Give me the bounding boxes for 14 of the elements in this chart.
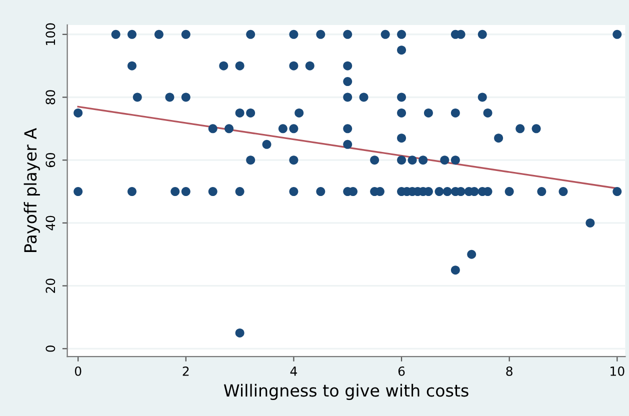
x-tick-label: 6 bbox=[398, 366, 405, 376]
x-tick-label: 0 bbox=[74, 366, 82, 376]
x-axis-title: Willingness to give with costs bbox=[224, 384, 468, 400]
x-tick-label: 4 bbox=[290, 366, 297, 376]
x-tick-label: 10 bbox=[610, 366, 624, 376]
y-tick-label: 40 bbox=[46, 216, 56, 230]
x-tick-label: 8 bbox=[506, 366, 512, 376]
y-tick-label: 0 bbox=[46, 346, 56, 352]
y-tick-label: 80 bbox=[46, 90, 56, 104]
x-tick-label: 2 bbox=[182, 366, 189, 376]
y-tick-label: 60 bbox=[46, 152, 56, 168]
y-axis-title: Payoff player A bbox=[24, 128, 40, 252]
y-tick-label: 20 bbox=[46, 278, 56, 293]
y-tick-label: 100 bbox=[46, 23, 56, 45]
